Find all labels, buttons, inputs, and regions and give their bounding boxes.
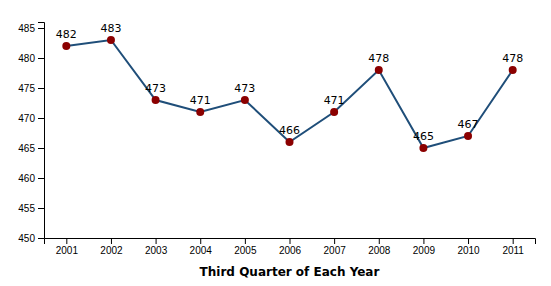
data-label: 473 xyxy=(234,82,255,95)
data-label: 473 xyxy=(145,82,166,95)
tick: 485 xyxy=(18,23,44,34)
tick: 475 xyxy=(18,83,44,94)
data-label: 466 xyxy=(279,124,300,137)
tick: 2002 xyxy=(100,238,123,256)
data-label: 478 xyxy=(502,52,523,65)
tick: 480 xyxy=(18,53,44,64)
y-axis: 450 455 460 465 470 475 480 485 xyxy=(18,23,44,244)
tick-label: 2005 xyxy=(234,245,257,256)
plot: 2001 2002 2003 2004 2005 2006 2007 2008 2009 2010… xyxy=(18,22,535,256)
tick-label: 2002 xyxy=(100,245,123,256)
point xyxy=(286,138,294,146)
tick-mark xyxy=(245,238,246,244)
point xyxy=(107,36,115,44)
tick-mark xyxy=(111,238,112,244)
x-axis-title: Third Quarter of Each Year xyxy=(200,265,380,279)
tick-label: 2007 xyxy=(324,245,347,256)
chart: 2001 2002 2003 2004 2005 2006 2007 2008 2009 2010… xyxy=(0,0,551,286)
point xyxy=(152,96,160,104)
tick-label: 460 xyxy=(18,173,35,184)
data-label: 478 xyxy=(368,52,389,65)
data-label: 483 xyxy=(100,22,121,35)
tick: 2006 xyxy=(279,238,302,256)
tick: 470 xyxy=(18,113,44,124)
data-label: 471 xyxy=(190,94,211,107)
tick: 2009 xyxy=(413,238,436,256)
tick-label: 450 xyxy=(18,233,35,244)
tick-label: 2010 xyxy=(457,245,480,256)
tick-label: 485 xyxy=(18,23,35,34)
marks xyxy=(62,36,516,152)
tick-label: 2004 xyxy=(190,245,213,256)
tick-mark xyxy=(379,238,380,244)
tick-label: 2001 xyxy=(56,245,79,256)
point xyxy=(62,42,70,50)
tick-mark xyxy=(423,238,424,244)
tick: 460 xyxy=(18,173,44,184)
tick: 2010 xyxy=(457,238,480,256)
tick: 2003 xyxy=(145,238,168,256)
tick: 2001 xyxy=(56,238,79,256)
tick-label: 2006 xyxy=(279,245,302,256)
data-label: 467 xyxy=(458,118,479,131)
tick-mark xyxy=(38,178,44,179)
tick-mark xyxy=(156,238,157,244)
tick-label: 475 xyxy=(18,83,35,94)
data-labels: 482 483 473 471 473 466 471 478 465 467 478 xyxy=(56,22,523,143)
tick: 2004 xyxy=(190,238,213,256)
tick-mark xyxy=(38,58,44,59)
tick-mark xyxy=(468,238,469,244)
tick: 2007 xyxy=(324,238,347,256)
point xyxy=(375,66,383,74)
tick-mark xyxy=(513,238,514,244)
point xyxy=(509,66,517,74)
tick-mark xyxy=(38,28,44,29)
tick: 450 xyxy=(18,233,44,244)
tick-mark xyxy=(38,238,44,239)
data-label: 471 xyxy=(324,94,345,107)
x-axis: 2001 2002 2003 2004 2005 2006 2007 2008 2009 2010… xyxy=(45,238,536,256)
data-label: 482 xyxy=(56,28,77,41)
tick-label: 470 xyxy=(18,113,35,124)
tick-mark xyxy=(38,148,44,149)
line xyxy=(66,40,512,148)
tick-mark xyxy=(66,238,67,244)
point xyxy=(241,96,249,104)
point xyxy=(196,108,204,116)
tick-mark xyxy=(334,238,335,244)
tick-label: 2009 xyxy=(413,245,436,256)
tick-label: 465 xyxy=(18,143,35,154)
tick-label: 2003 xyxy=(145,245,168,256)
axis-line xyxy=(45,239,536,245)
tick: 2011 xyxy=(502,238,524,256)
tick-label: 480 xyxy=(18,53,35,64)
tick-label: 2008 xyxy=(368,245,391,256)
tick-mark xyxy=(290,238,291,244)
tick-mark xyxy=(200,238,201,244)
tick: 455 xyxy=(18,203,44,214)
tick-mark xyxy=(38,118,44,119)
tick-label: 455 xyxy=(18,203,35,214)
tick: 465 xyxy=(18,143,44,154)
data-label: 465 xyxy=(413,130,434,143)
axis-line xyxy=(38,23,45,239)
tick: 2005 xyxy=(234,238,257,256)
tick-mark xyxy=(38,88,44,89)
point xyxy=(330,108,338,116)
tick-mark xyxy=(38,208,44,209)
tick: 2008 xyxy=(368,238,391,256)
point xyxy=(464,132,472,140)
point xyxy=(419,144,427,152)
tick-label: 2011 xyxy=(502,245,524,256)
